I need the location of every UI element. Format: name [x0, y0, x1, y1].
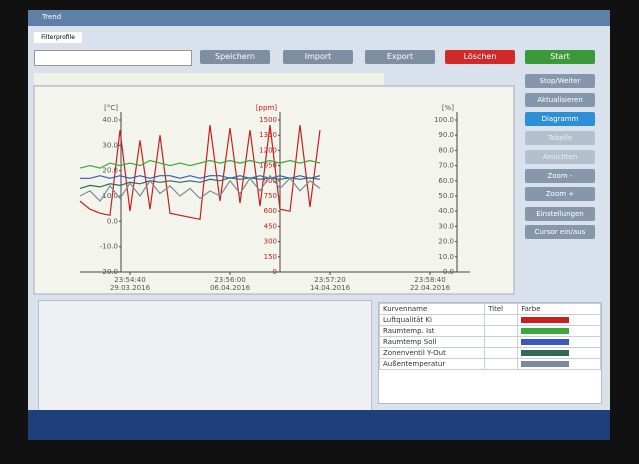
axis-unit: [°C]	[104, 104, 118, 112]
x-tick-date: 22.04.2016	[410, 284, 451, 292]
tick-label: 20.0	[438, 238, 454, 246]
legend-row[interactable]: Raumtemp Soll	[380, 337, 601, 348]
tick-label: 1200	[259, 146, 277, 154]
axis-unit: [ppm]	[256, 104, 277, 112]
legend-swatch	[521, 339, 569, 345]
legend-color-cell	[518, 337, 601, 348]
taskbar	[28, 410, 610, 440]
legend-color-cell	[518, 348, 601, 359]
x-tick-label: 23:56:00	[214, 276, 245, 284]
x-tick-date: 29.03.2016	[110, 284, 151, 292]
legend-title	[485, 359, 518, 370]
tick-label: 30.0	[102, 141, 118, 149]
x-tick-date: 14.04.2016	[310, 284, 351, 292]
legend-color-cell	[518, 359, 601, 370]
tick-label: 70.0	[438, 162, 454, 170]
axis-unit: [%]	[442, 104, 454, 112]
legend-name: Außentemperatur	[380, 359, 485, 370]
legend-swatch	[521, 328, 569, 334]
legend-name: Raumtemp. Ist	[380, 326, 485, 337]
tick-label: 90.0	[438, 131, 454, 139]
x-tick-date: 06.04.2016	[210, 284, 251, 292]
legend-title	[485, 326, 518, 337]
x-tick-label: 23:57:20	[314, 276, 345, 284]
tick-label: 60.0	[438, 177, 454, 185]
tick-label: -10.0	[100, 243, 118, 251]
tick-label: 450	[264, 222, 277, 230]
tick-label: 750	[264, 192, 277, 200]
legend-color-cell	[518, 315, 601, 326]
legend-row[interactable]: Außentemperatur	[380, 359, 601, 370]
legend-header-cell: Kurvenname	[380, 304, 485, 315]
legend-name: Luftqualität Ki	[380, 315, 485, 326]
x-tick-label: 23:58:40	[414, 276, 445, 284]
tick-label: 50.0	[438, 192, 454, 200]
legend-swatch	[521, 317, 569, 323]
legend-header-cell: Farbe	[518, 304, 601, 315]
legend-title	[485, 315, 518, 326]
legend-header-cell: Titel	[485, 304, 518, 315]
legend-color-cell	[518, 326, 601, 337]
tick-label: 600	[264, 207, 277, 215]
chart: [°C]40.030.020.010.00.0-10.0-20.0[ppm]15…	[28, 10, 610, 310]
tick-label: 30.0	[438, 222, 454, 230]
tick-label: 100.0	[434, 116, 454, 124]
tick-label: 40.0	[102, 116, 118, 124]
legend-row[interactable]: Luftqualität Ki	[380, 315, 601, 326]
tick-label: 0.0	[107, 217, 118, 225]
legend-title	[485, 348, 518, 359]
tick-label: 1500	[259, 116, 277, 124]
lower-panel	[38, 300, 372, 414]
tick-label: 40.0	[438, 207, 454, 215]
legend-row[interactable]: Raumtemp. Ist	[380, 326, 601, 337]
tick-label: 80.0	[438, 146, 454, 154]
legend-name: Raumtemp Soll	[380, 337, 485, 348]
legend-title	[485, 337, 518, 348]
legend-row[interactable]: Zonenventil Y-Out	[380, 348, 601, 359]
tick-label: 150	[264, 253, 277, 261]
photo: Trend Filterprofile SpeichernImportExpor…	[0, 0, 639, 464]
legend-swatch	[521, 350, 569, 356]
x-tick-label: 23:54:40	[114, 276, 145, 284]
tick-label: 300	[264, 238, 277, 246]
legend-name: Zonenventil Y-Out	[380, 348, 485, 359]
tick-label: 10.0	[438, 253, 454, 261]
legend-swatch	[521, 361, 569, 367]
